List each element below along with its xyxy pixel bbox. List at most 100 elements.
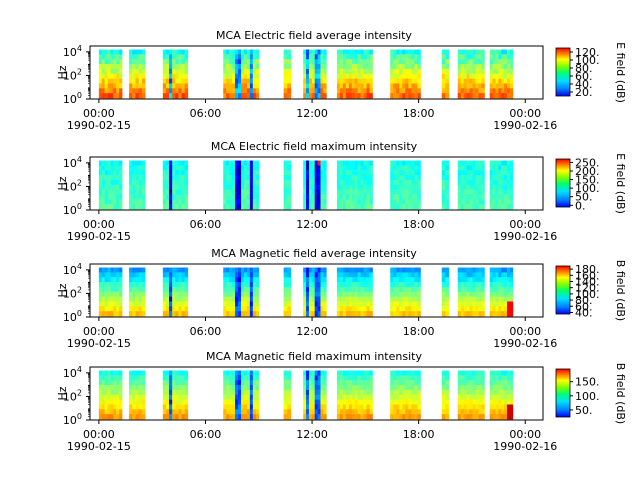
heatmap-cell (396, 184, 400, 191)
heatmap-cell (441, 179, 446, 186)
heatmap-cell (287, 179, 292, 186)
heatmap-cell (104, 49, 108, 55)
heatmap-cell (478, 160, 482, 166)
heatmap-cell (351, 394, 356, 401)
heatmap-cell (283, 385, 288, 391)
heatmap-cell (255, 83, 260, 89)
heatmap-cell (226, 64, 230, 70)
heatmap-cell (135, 189, 140, 195)
heatmap-cell (320, 394, 324, 401)
heatmap-cell (238, 409, 242, 415)
heatmap-cell (507, 54, 511, 60)
heatmap-cell (472, 59, 476, 65)
heatmap-cell (457, 199, 462, 205)
heatmap-cell (135, 286, 140, 293)
heatmap-cell (357, 184, 362, 191)
heatmap-cell (445, 380, 450, 386)
heatmap-cell (308, 194, 313, 200)
heatmap-cell (249, 311, 254, 317)
heatmap-cell (232, 286, 236, 293)
heatmap-cell (357, 68, 362, 75)
heatmap-cell (351, 409, 356, 415)
heatmap-cell (107, 301, 111, 307)
heatmap-cell (287, 375, 292, 381)
heatmap-cell (336, 286, 341, 293)
heatmap-cell (104, 394, 108, 401)
heatmap-cell (351, 404, 356, 410)
heatmap-cell (116, 165, 120, 171)
heatmap-cell (336, 267, 341, 273)
heatmap-cell (342, 199, 347, 205)
heatmap-cell (348, 409, 353, 415)
heatmap-cell (345, 165, 350, 171)
heatmap-cell (178, 389, 182, 396)
heatmap-cell (475, 282, 479, 288)
heatmap-cell (283, 54, 288, 60)
heatmap-cell (110, 370, 114, 376)
heatmap-cell (138, 184, 143, 191)
heatmap-cell (414, 175, 418, 181)
heatmap-cell (504, 179, 508, 186)
heatmap-cell (351, 165, 356, 171)
colorbar-tick-label: 40. (575, 306, 593, 319)
heatmap-cell (351, 296, 356, 302)
heatmap-cell (107, 409, 111, 415)
heatmap-cell (498, 272, 502, 278)
heatmap-cell (351, 49, 356, 55)
heatmap-cell (132, 199, 136, 205)
heatmap-cell (441, 170, 446, 176)
heatmap-cell (460, 73, 465, 80)
heatmap-cell (402, 165, 406, 171)
heatmap-cell (357, 409, 362, 415)
heatmap-cell (460, 394, 465, 401)
heatmap-cell (107, 370, 111, 376)
start-date-label: 1990-02-15 (67, 230, 131, 243)
heatmap-cell (414, 306, 418, 312)
heatmap-cell (501, 380, 505, 386)
heatmap-cell (98, 93, 103, 99)
heatmap-cell (354, 184, 359, 191)
heatmap-cell (501, 175, 505, 181)
heatmap-cell (252, 78, 257, 84)
heatmap-cell (101, 272, 106, 278)
heatmap-cell (311, 83, 316, 89)
heatmap-cell (308, 380, 313, 386)
end-date-label: 1990-02-16 (493, 440, 557, 453)
heatmap-cell (339, 68, 344, 75)
heatmap-cell (162, 194, 167, 200)
heatmap-cell (113, 375, 117, 381)
heatmap-cell (342, 59, 347, 65)
heatmap-cell (363, 88, 367, 94)
heatmap-cell (411, 175, 415, 181)
heatmap-cell (116, 296, 120, 302)
heatmap-cell (165, 389, 170, 396)
heatmap-cell (162, 175, 167, 181)
heatmap-cell (489, 404, 493, 410)
heatmap-cell (113, 170, 117, 176)
heatmap-cell (104, 83, 108, 89)
heatmap-cell (306, 306, 310, 312)
heatmap-cell (417, 394, 421, 401)
heatmap-cell (246, 175, 251, 181)
heatmap-cell (357, 306, 362, 312)
heatmap-cell (172, 385, 176, 391)
heatmap-cell (414, 189, 418, 195)
heatmap-cell (138, 394, 143, 401)
heatmap-cell (243, 399, 248, 405)
heatmap-cell (249, 282, 254, 288)
heatmap-cell (323, 389, 327, 396)
heatmap-cell (235, 54, 239, 60)
heatmap-cell (354, 204, 359, 210)
heatmap-cell (229, 179, 233, 186)
heatmap-cell (414, 282, 418, 288)
heatmap-cell (287, 170, 292, 176)
heatmap-cell (101, 306, 106, 312)
heatmap-cell (469, 380, 473, 386)
heatmap-cell (252, 414, 257, 420)
heatmap-cell (283, 59, 288, 65)
heatmap-cell (232, 160, 236, 166)
heatmap-cell (469, 370, 473, 376)
heatmap-cell (348, 68, 353, 75)
heatmap-cell (323, 282, 327, 288)
heatmap-cell (238, 160, 242, 166)
